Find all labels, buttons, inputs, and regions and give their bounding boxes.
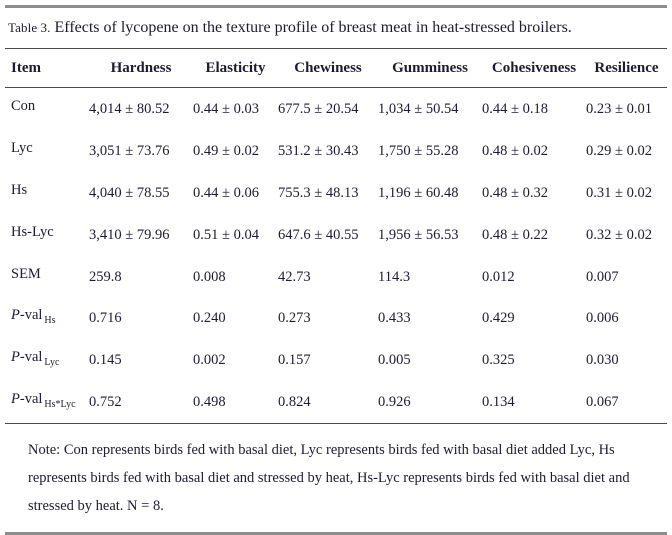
row-label: P-val Lyc — [11, 349, 60, 369]
table-row-con: Con 4,014 ± 80.52 0.44 ± 0.03 677.5 ± 20… — [5, 88, 667, 130]
cell-value: 0.067 — [586, 394, 619, 411]
cell-value: 0.44 ± 0.06 — [193, 184, 259, 201]
cell-value: 647.6 ± 40.55 — [278, 226, 359, 243]
cell-value: 114.3 — [378, 268, 411, 285]
cell-value: 0.273 — [278, 310, 311, 327]
texture-profile-table: Item Hardness Elasticity Chewiness Gummi… — [5, 48, 667, 425]
table-title: Effects of lycopene on the texture profi… — [54, 19, 572, 36]
cell-value: 259.8 — [89, 268, 122, 285]
cell-value: 0.752 — [89, 394, 122, 411]
row-label: Con — [11, 98, 36, 114]
row-label: Hs — [11, 181, 28, 198]
cell-value: 0.030 — [586, 352, 619, 369]
cell-value: 531.2 ± 30.43 — [278, 142, 359, 159]
table-row-pval-hs: P-val Hs 0.716 0.240 0.273 0.433 0.429 0.… — [5, 297, 667, 339]
cell-value: 0.824 — [278, 394, 311, 411]
cell-value: 0.012 — [482, 268, 515, 285]
cell-value: 0.134 — [482, 394, 515, 411]
cell-value: 0.002 — [193, 352, 226, 369]
cell-value: 4,014 ± 80.52 — [89, 100, 170, 117]
cell-value: 0.007 — [586, 268, 619, 285]
column-header-hardness: Hardness — [89, 48, 193, 88]
cell-value: 3,410 ± 79.96 — [89, 226, 170, 243]
table-row-sem: SEM 259.8 0.008 42.73 114.3 0.012 0.007 — [5, 256, 667, 298]
column-header-item: Item — [5, 48, 89, 88]
cell-value: 42.73 — [278, 268, 311, 285]
cell-value: 0.23 ± 0.01 — [586, 100, 652, 117]
table-footnote: Note: Con represents birds fed with basa… — [28, 442, 630, 515]
cell-value: 677.5 ± 20.54 — [278, 100, 359, 117]
cell-value: 0.44 ± 0.03 — [193, 100, 259, 117]
cell-value: 0.44 ± 0.18 — [482, 100, 548, 117]
table-row-pval-lyc: P-val Lyc 0.145 0.002 0.157 0.005 0.325 0… — [5, 339, 667, 381]
cell-value: 0.145 — [89, 352, 122, 369]
cell-value: 0.49 ± 0.02 — [193, 142, 259, 159]
table-caption: Table 3. Effects of lycopene on the text… — [5, 8, 667, 48]
cell-value: 3,051 ± 73.76 — [89, 142, 170, 159]
cell-value: 4,040 ± 78.55 — [89, 184, 170, 201]
table-row-lyc: Lyc 3,051 ± 73.76 0.49 ± 0.02 531.2 ± 30… — [5, 130, 667, 172]
row-label: Lyc — [11, 139, 33, 156]
row-label: P-val Hs*Lyc — [11, 391, 76, 411]
cell-value: 1,196 ± 60.48 — [378, 184, 459, 201]
cell-value: 0.48 ± 0.32 — [482, 184, 548, 201]
row-label: SEM — [11, 265, 41, 282]
row-label: Hs-Lyc — [11, 223, 54, 240]
cell-value: 1,956 ± 56.53 — [378, 226, 459, 243]
cell-value: 0.429 — [482, 310, 515, 327]
cell-value: 0.498 — [193, 394, 226, 411]
cell-value: 0.240 — [193, 310, 226, 327]
cell-value: 0.005 — [378, 352, 411, 369]
cell-value: 0.48 ± 0.22 — [482, 226, 548, 243]
table-row-hs: Hs 4,040 ± 78.55 0.44 ± 0.06 755.3 ± 48.… — [5, 172, 667, 214]
cell-value: 0.325 — [482, 352, 515, 369]
table-number-label: Table 3. — [8, 20, 51, 35]
cell-value: 0.716 — [89, 310, 122, 327]
column-header-chewiness: Chewiness — [278, 48, 378, 88]
cell-value: 0.29 ± 0.02 — [586, 142, 652, 159]
table-row-hs-lyc: Hs-Lyc 3,410 ± 79.96 0.51 ± 0.04 647.6 ±… — [5, 214, 667, 256]
cell-value: 755.3 ± 48.13 — [278, 184, 359, 201]
cell-value: 0.157 — [278, 352, 311, 369]
cell-value: 1,750 ± 55.28 — [378, 142, 459, 159]
cell-value: 0.51 ± 0.04 — [193, 226, 259, 243]
column-header-elasticity: Elasticity — [193, 48, 278, 88]
cell-value: 0.48 ± 0.02 — [482, 142, 548, 159]
column-header-cohesiveness: Cohesiveness — [482, 48, 586, 88]
cell-value: 0.008 — [193, 268, 226, 285]
top-rule — [5, 5, 667, 8]
cell-value: 0.926 — [378, 394, 411, 411]
table-row-pval-hs-lyc: P-val Hs*Lyc 0.752 0.498 0.824 0.926 0.13… — [5, 381, 667, 423]
column-header-gumminess: Gumminess — [378, 48, 482, 88]
table-header-row: Item Hardness Elasticity Chewiness Gummi… — [5, 48, 667, 88]
row-label: P-val Hs — [11, 307, 56, 327]
cell-value: 0.006 — [586, 310, 619, 327]
cell-value: 0.31 ± 0.02 — [586, 184, 652, 201]
cell-value: 1,034 ± 50.54 — [378, 100, 459, 117]
cell-value: 0.433 — [378, 310, 411, 327]
cell-value: 0.32 ± 0.02 — [586, 226, 652, 243]
column-header-resilience: Resilience — [586, 48, 667, 88]
